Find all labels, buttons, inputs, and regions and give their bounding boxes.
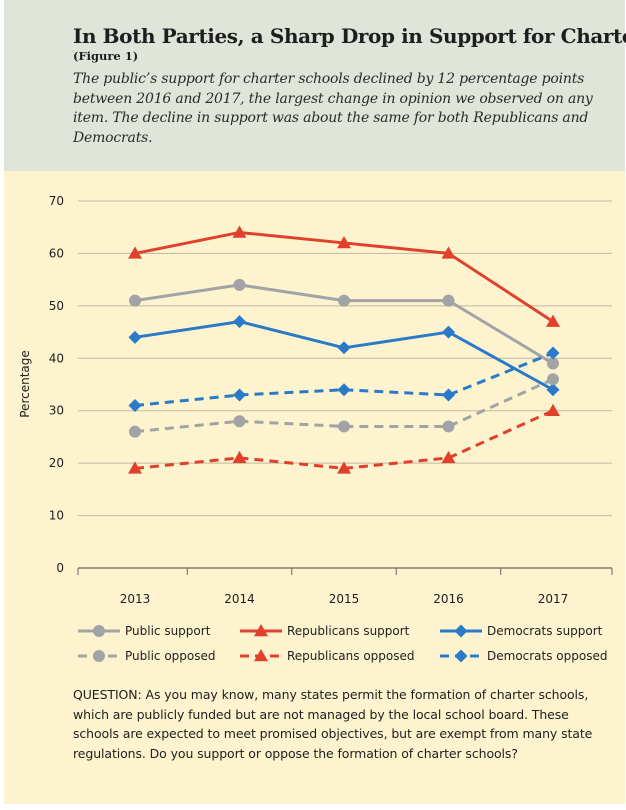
data-point bbox=[337, 383, 351, 397]
legend-item: Republicans support bbox=[240, 624, 410, 638]
data-point bbox=[441, 246, 456, 259]
data-point bbox=[546, 383, 560, 397]
series-line bbox=[134, 351, 554, 407]
data-point bbox=[546, 346, 560, 360]
y-axis-title: Percentage bbox=[18, 350, 32, 418]
y-tick-label: 30 bbox=[49, 404, 64, 418]
data-point bbox=[129, 294, 141, 307]
series-republicans-support bbox=[128, 225, 560, 327]
legend-item: Democrats support bbox=[440, 624, 603, 638]
data-point bbox=[547, 373, 559, 386]
data-point bbox=[232, 225, 247, 238]
series-democrats-opposed bbox=[128, 346, 560, 412]
y-tick-label: 10 bbox=[49, 509, 64, 523]
y-tick-label: 0 bbox=[56, 561, 64, 575]
chart-panel bbox=[4, 171, 625, 804]
legend-marker bbox=[93, 625, 105, 637]
data-point bbox=[442, 388, 455, 402]
data-point bbox=[129, 425, 141, 438]
series-line bbox=[134, 377, 554, 434]
y-tick-label: 70 bbox=[49, 194, 64, 208]
y-tick-label: 20 bbox=[49, 456, 64, 470]
data-point bbox=[233, 388, 246, 402]
data-point bbox=[128, 461, 142, 474]
survey-question: QUESTION: As you may know, many states p… bbox=[73, 687, 593, 761]
data-point bbox=[338, 420, 350, 433]
data-point bbox=[546, 314, 560, 327]
figure-reference: (Figure 1) bbox=[73, 49, 139, 63]
series-line bbox=[134, 320, 554, 392]
legend-marker bbox=[254, 649, 268, 662]
series-line bbox=[134, 409, 554, 470]
legend-label: Public opposed bbox=[125, 649, 216, 663]
y-tick-label: 60 bbox=[49, 246, 64, 260]
y-tick-label: 40 bbox=[49, 351, 64, 365]
data-point bbox=[233, 315, 246, 329]
data-point bbox=[441, 450, 456, 464]
legend-label: Democrats opposed bbox=[487, 649, 607, 663]
axes: 0 10 20 30 40 50 60 70 2013 2014 2015 2016 2017 Perce… bbox=[18, 194, 613, 606]
legend-label: Republicans support bbox=[287, 624, 410, 638]
data-point bbox=[128, 246, 142, 259]
series bbox=[128, 225, 560, 474]
data-point bbox=[338, 294, 350, 307]
series-democrats-support bbox=[128, 315, 560, 397]
legend-item: Public support bbox=[78, 624, 211, 638]
legend-marker bbox=[454, 624, 468, 638]
legend-label: Public support bbox=[125, 624, 211, 638]
data-point bbox=[337, 461, 351, 474]
x-tick-label: 2017 bbox=[538, 592, 569, 606]
data-point bbox=[442, 294, 455, 307]
chart-title: In Both Parties, a Sharp Drop in Support… bbox=[73, 24, 626, 48]
legend: Public support Republicans support Democra… bbox=[78, 624, 607, 663]
data-point bbox=[233, 278, 246, 291]
data-point bbox=[337, 341, 351, 355]
data-point bbox=[547, 357, 559, 370]
legend-marker bbox=[454, 649, 468, 663]
y-tick-label: 50 bbox=[49, 299, 64, 313]
header-panel bbox=[4, 0, 625, 171]
series-republicans-opposed bbox=[128, 403, 560, 474]
x-tick-label: 2016 bbox=[433, 592, 464, 606]
chart-subtitle: The public’s support for charter schools… bbox=[73, 71, 593, 146]
line-chart: 0 10 20 30 40 50 60 70 2013 2014 2015 2016 2017 Perce… bbox=[18, 194, 613, 663]
x-tick-label: 2013 bbox=[120, 592, 151, 606]
data-point bbox=[337, 235, 351, 249]
series-public-support bbox=[129, 278, 559, 370]
data-point bbox=[233, 415, 246, 428]
legend-item: Democrats opposed bbox=[440, 649, 607, 663]
x-tick-label: 2015 bbox=[329, 592, 360, 606]
legend-label: Republicans opposed bbox=[287, 649, 414, 663]
legend-marker bbox=[93, 650, 105, 662]
legend-item: Republicans opposed bbox=[240, 649, 414, 663]
legend-marker bbox=[254, 624, 268, 637]
legend-item: Public opposed bbox=[78, 649, 216, 663]
x-tick-label: 2014 bbox=[224, 592, 255, 606]
data-point bbox=[442, 420, 455, 433]
data-point bbox=[232, 450, 247, 464]
series-public-opposed bbox=[129, 373, 559, 438]
data-point bbox=[128, 330, 142, 344]
legend-label: Democrats support bbox=[487, 624, 603, 638]
data-point bbox=[442, 325, 455, 339]
data-point bbox=[128, 398, 142, 412]
data-point bbox=[546, 403, 560, 416]
